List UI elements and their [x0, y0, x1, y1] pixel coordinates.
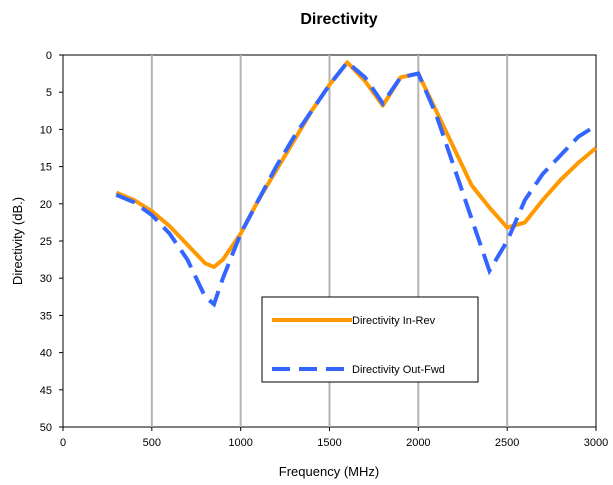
y-tick-label: 30: [40, 273, 52, 285]
x-tick-label: 3000: [584, 437, 608, 449]
series-layer: [115, 59, 598, 308]
x-tick-labels: 0 500 1000 1500 2000 2500 3000: [60, 427, 608, 449]
y-tick-label: 10: [40, 124, 52, 136]
series-line-out-fwd: [115, 59, 598, 308]
y-tick-label: 20: [40, 199, 52, 211]
x-tick-label: 2000: [406, 437, 430, 449]
y-tick-label: 50: [40, 422, 52, 434]
x-tick-label: 2500: [495, 437, 519, 449]
y-axis-label: Directivity (dB.): [10, 197, 25, 285]
y-tick-label: 45: [40, 385, 52, 397]
x-tick-label: 0: [60, 437, 66, 449]
grid-lines: [150, 55, 509, 427]
legend-label-in-rev: Directivity In-Rev: [352, 315, 436, 327]
legend-label-out-fwd: Directivity Out-Fwd: [352, 364, 445, 376]
x-tick-label: 500: [143, 437, 161, 449]
x-tick-label: 1500: [317, 437, 341, 449]
y-tick-labels: 0 5 10 15 20 25 30 35 40 45 50: [40, 50, 63, 434]
y-tick-label: 40: [40, 348, 52, 360]
x-tick-label: 1000: [228, 437, 252, 449]
y-tick-label: 5: [46, 87, 52, 99]
legend: Directivity In-Rev Directivity Out-Fwd: [261, 296, 479, 383]
legend-box: [261, 296, 479, 383]
x-axis-label: Frequency (MHz): [279, 464, 379, 479]
y-tick-label: 15: [40, 162, 52, 174]
y-tick-label: 0: [46, 50, 52, 62]
chart-title: Directivity: [300, 11, 377, 28]
y-tick-label: 25: [40, 236, 52, 248]
y-tick-label: 35: [40, 310, 52, 322]
